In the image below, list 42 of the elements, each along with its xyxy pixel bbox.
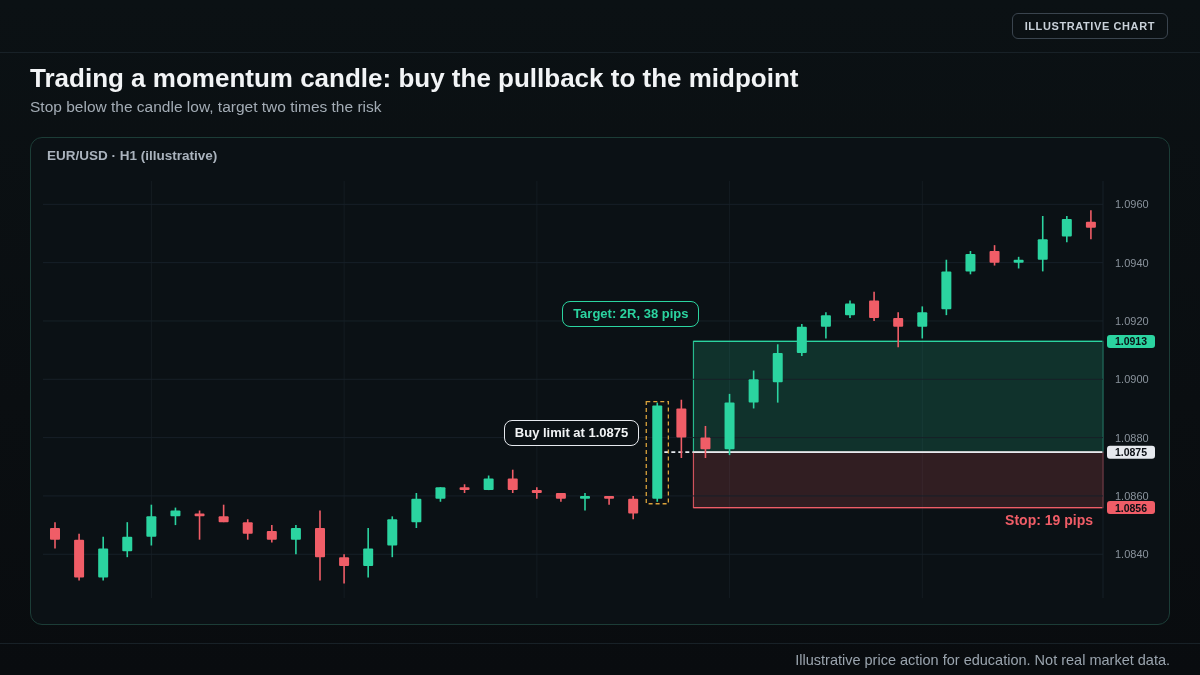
ref-line-label: 1.0875 — [1114, 446, 1148, 459]
y-tick-label: 1.0940 — [1115, 256, 1149, 269]
candlestick — [531, 486, 542, 500]
candlestick — [820, 311, 831, 340]
candlestick — [893, 311, 904, 349]
chart-subtitle: Stop below the candle low, target two times the risk — [30, 98, 382, 115]
candlestick — [1037, 215, 1048, 273]
y-tick-label: 1.0900 — [1115, 373, 1149, 386]
candlestick — [242, 518, 253, 541]
candlestick — [363, 527, 374, 579]
candlestick — [146, 503, 157, 547]
candlestick — [917, 305, 928, 340]
candlestick — [507, 468, 518, 494]
candlestick — [989, 244, 1000, 267]
y-tick-label: 1.0880 — [1115, 431, 1149, 444]
candlestick — [50, 521, 60, 550]
candlestick — [700, 425, 711, 459]
y-tick-label: 1.0840 — [1115, 548, 1149, 561]
annotation: Buy limit at 1.0875 — [514, 425, 629, 441]
annotation: Target: 2R, 38 pips — [573, 306, 689, 322]
text: ILLUSTRATIVE CHART — [1024, 20, 1155, 32]
candlestick — [1061, 215, 1072, 244]
candlestick — [965, 250, 976, 276]
candlestick — [411, 492, 422, 529]
candlestick — [339, 553, 350, 585]
candlestick — [628, 495, 639, 521]
candlestick — [869, 291, 880, 322]
annotation: Stop: 19 pips — [1005, 511, 1093, 528]
candlestick — [1085, 209, 1096, 241]
candlestick — [580, 492, 590, 512]
y-tick-label: 1.0960 — [1115, 198, 1149, 211]
candlestick — [748, 369, 759, 410]
text: Illustrative price action for education. Not real market data. — [795, 652, 1170, 668]
candlestick — [122, 521, 133, 558]
text: EUR/USD · H1 (illustrative) — [47, 148, 218, 163]
ref-line-label: 1.0913 — [1114, 335, 1148, 348]
y-tick-label: 1.0860 — [1115, 489, 1149, 502]
chart-title: Trading a momentum candle: buy the pullback to the midpoint — [30, 63, 799, 93]
candlestick — [290, 524, 301, 556]
ref-line-label: 1.0856 — [1114, 501, 1148, 514]
candlestick — [194, 509, 205, 541]
y-tick-label: 1.0920 — [1115, 314, 1149, 327]
